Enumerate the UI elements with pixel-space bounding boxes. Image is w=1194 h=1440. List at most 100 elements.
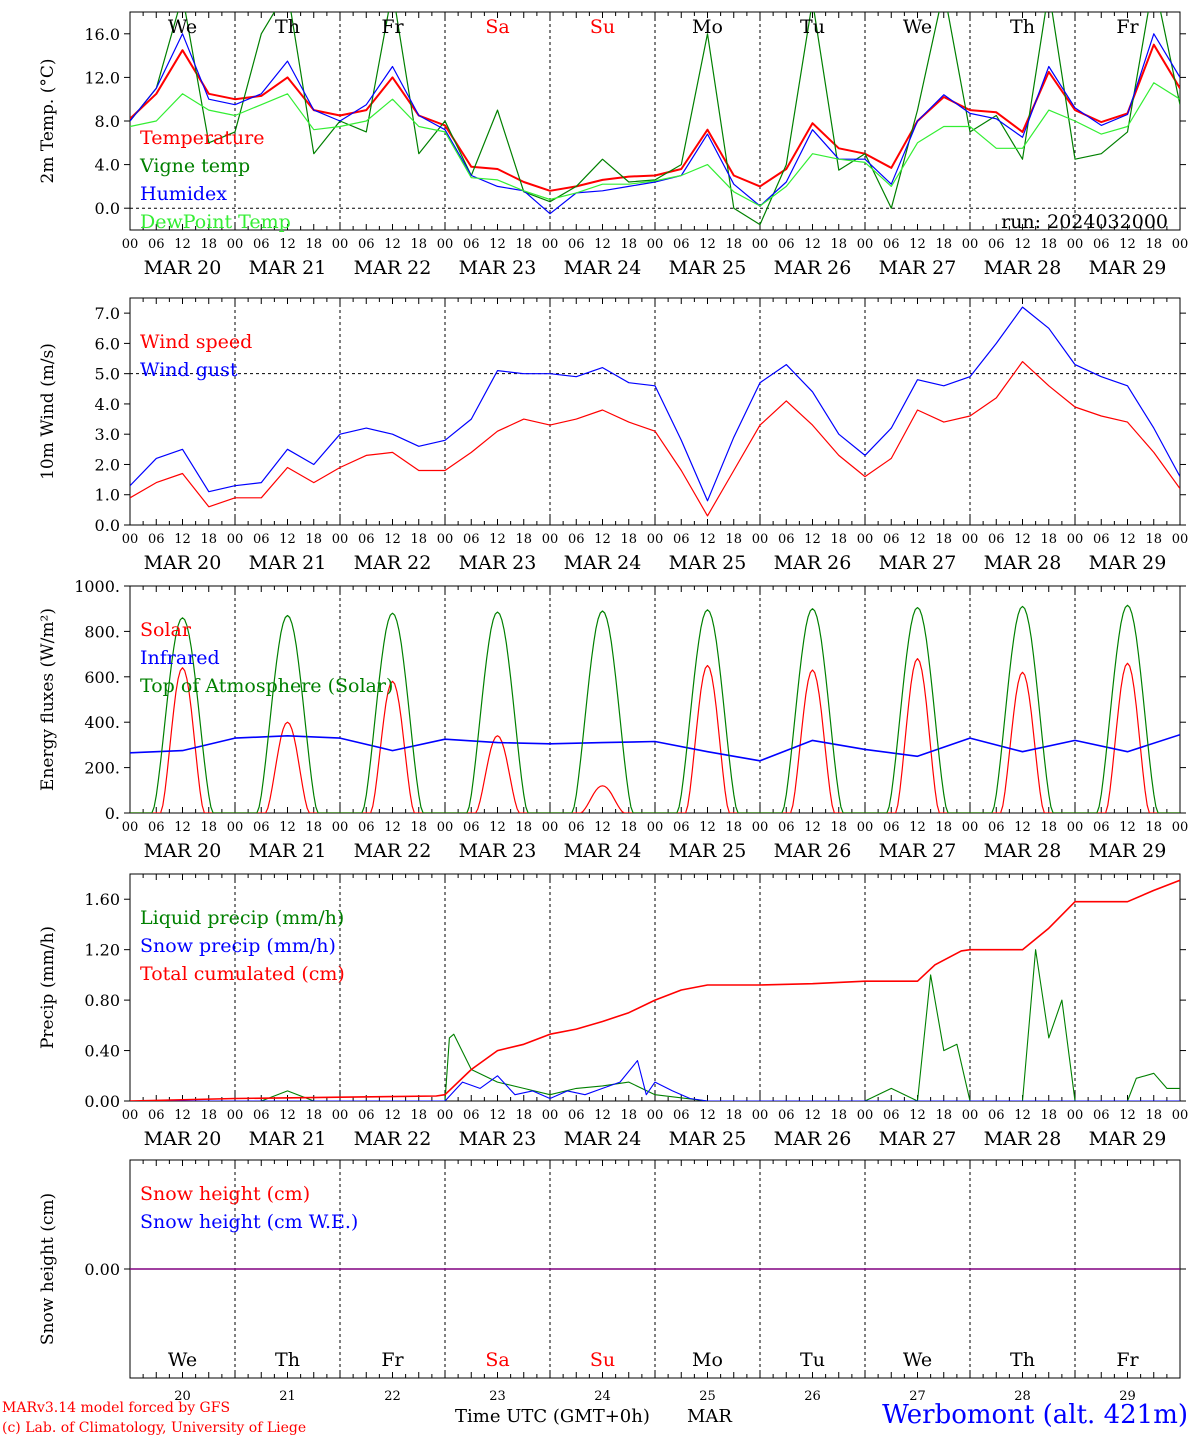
hour-tick-label: 18 <box>200 532 217 547</box>
hour-tick-label: 18 <box>935 1108 952 1123</box>
hour-tick-label: 12 <box>804 532 821 547</box>
hour-tick-label: 18 <box>620 532 637 547</box>
hour-tick-label: 18 <box>725 820 742 835</box>
hour-tick-label: 06 <box>778 532 795 547</box>
date-label: MAR 23 <box>459 552 537 574</box>
hour-tick-label: 12 <box>909 532 926 547</box>
date-label: MAR 20 <box>144 1128 222 1150</box>
hour-tick-label: 18 <box>725 1108 742 1123</box>
date-label: MAR 28 <box>984 840 1062 862</box>
hour-tick-label: 00 <box>857 532 874 547</box>
hour-tick-label: 12 <box>384 820 401 835</box>
y-axis-title: Snow height (cm) <box>38 1193 58 1345</box>
y-tick-label: 0.40 <box>84 1042 120 1061</box>
hour-tick-label: 00 <box>437 237 454 252</box>
weekday-label: We <box>903 16 932 38</box>
weekday-label: Mo <box>692 1349 723 1371</box>
hour-tick-label: 18 <box>725 532 742 547</box>
hour-tick-label: 00 <box>1067 820 1084 835</box>
legend-entry: Snow precip (mm/h) <box>140 935 336 957</box>
hour-tick-label: 18 <box>1145 532 1162 547</box>
hour-tick-label: 00 <box>752 532 769 547</box>
hour-tick-label: 06 <box>673 1108 690 1123</box>
hour-tick-label: 06 <box>568 532 585 547</box>
hour-tick-label: 06 <box>253 820 270 835</box>
y-tick-label: 12.0 <box>84 68 120 87</box>
date-label: MAR 22 <box>354 257 432 279</box>
date-label: MAR 24 <box>564 1128 642 1150</box>
hour-tick-label: 00 <box>437 532 454 547</box>
weekday-label: Tu <box>800 16 825 38</box>
hour-tick-label: 00 <box>122 1108 139 1123</box>
time-axis-label: Time UTC (GMT+0h) <box>455 1406 650 1427</box>
hour-tick-label: 00 <box>962 1108 979 1123</box>
hour-tick-label: 06 <box>778 820 795 835</box>
weekday-label: Th <box>1010 1349 1035 1371</box>
hour-tick-label: 12 <box>594 1108 611 1123</box>
hour-tick-label: 18 <box>1145 820 1162 835</box>
hour-tick-label: 12 <box>279 1108 296 1123</box>
hour-tick-label: 06 <box>463 1108 480 1123</box>
hour-tick-label: 18 <box>305 532 322 547</box>
series-solar <box>130 658 1180 813</box>
hour-tick-label: 00 <box>542 820 559 835</box>
plot-area <box>130 12 1180 226</box>
hour-tick-label: 00 <box>122 532 139 547</box>
hour-tick-label: 06 <box>988 532 1005 547</box>
hour-tick-label: 06 <box>253 1108 270 1123</box>
hour-tick-label: 06 <box>673 820 690 835</box>
hour-tick-label: 12 <box>279 532 296 547</box>
weekday-label: We <box>168 16 197 38</box>
panel-3: 0. 200. 400. 600. 800. 1000. Energy fluxes (W/… <box>38 577 1188 862</box>
date-label: MAR 25 <box>669 257 747 279</box>
hour-tick-label: 18 <box>935 237 952 252</box>
hour-tick-label: 06 <box>253 532 270 547</box>
weekday-label: Th <box>275 16 300 38</box>
legend-entry: Vigne temp <box>139 155 250 177</box>
date-label: MAR 27 <box>879 840 957 862</box>
y-tick-label: 16.0 <box>84 25 120 44</box>
hour-tick-label: 18 <box>1040 532 1057 547</box>
hour-tick-label: 06 <box>988 820 1005 835</box>
hour-tick-label: 12 <box>384 532 401 547</box>
weekday-label: Fr <box>381 1349 404 1371</box>
hour-tick-label: 12 <box>594 532 611 547</box>
hour-tick-label: 18 <box>410 1108 427 1123</box>
y-tick-label: 0.00 <box>84 1092 120 1111</box>
hour-tick-label: 18 <box>725 237 742 252</box>
date-label: MAR 22 <box>354 1128 432 1150</box>
hour-tick-label: 12 <box>594 820 611 835</box>
date-label: MAR 29 <box>1089 257 1167 279</box>
hour-tick-label: 00 <box>1067 532 1084 547</box>
hour-tick-label: 12 <box>804 1108 821 1123</box>
legend-entry: Infrared <box>140 647 220 669</box>
hour-tick-label: 18 <box>305 820 322 835</box>
series-infrared <box>130 733 1180 762</box>
hour-tick-label: 18 <box>620 820 637 835</box>
hour-tick-label: 00 <box>227 820 244 835</box>
hour-tick-label: 12 <box>489 532 506 547</box>
weekday-label: Tu <box>800 1349 825 1371</box>
hour-tick-label: 00 <box>1172 532 1189 547</box>
date-label: MAR 25 <box>669 1128 747 1150</box>
hour-tick-label: 18 <box>305 1108 322 1123</box>
hour-tick-label: 00 <box>122 237 139 252</box>
legend-entry: Wind speed <box>140 331 252 353</box>
date-label: MAR 28 <box>984 257 1062 279</box>
date-label: MAR 27 <box>879 257 957 279</box>
panel-5: 0.00 Snow height (cm) Snow height (cm) Snow… <box>38 1159 1186 1379</box>
hour-tick-label: 18 <box>935 532 952 547</box>
day-number-label: 24 <box>594 1389 611 1404</box>
date-label: MAR 24 <box>564 257 642 279</box>
weekday-label: Sa <box>485 1349 509 1371</box>
station-label: Werbomont (alt. 421m) <box>882 1400 1188 1430</box>
hour-tick-label: 00 <box>752 237 769 252</box>
hour-tick-label: 18 <box>830 1108 847 1123</box>
y-tick-label: 1.60 <box>84 890 120 909</box>
hour-tick-label: 12 <box>489 1108 506 1123</box>
hour-tick-label: 18 <box>620 1108 637 1123</box>
date-label: MAR 25 <box>669 552 747 574</box>
hour-tick-label: 06 <box>358 237 375 252</box>
hour-tick-label: 06 <box>463 237 480 252</box>
